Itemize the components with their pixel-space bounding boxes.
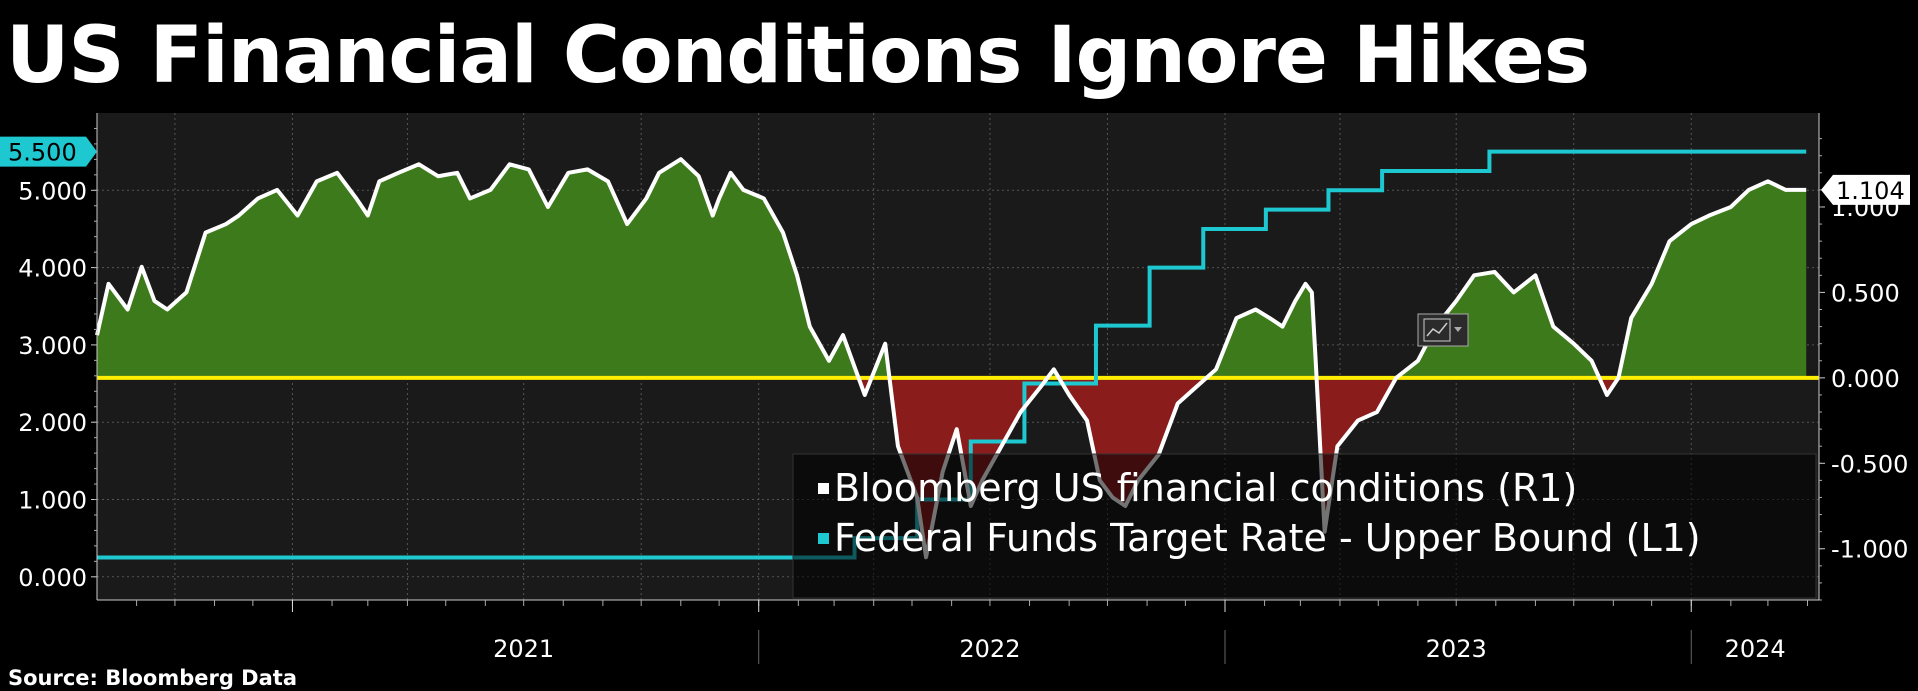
fci-negative-area — [97, 377, 1807, 558]
chevron-down-icon — [1454, 327, 1462, 332]
line-chart-icon — [1423, 318, 1451, 342]
x-axis-year-label: 2022 — [959, 635, 1020, 663]
fci-positive-area — [97, 159, 1807, 378]
fci-line — [95, 157, 1807, 560]
axes: 0.000 1.000 2.000 3.000 4.000 5.000 -1.000 -0.5… — [0, 113, 1910, 601]
right-axis-tick-label: -0.500 — [1831, 450, 1908, 478]
fed-funds-last-value-flag — [0, 136, 97, 167]
right-axis-tick-label: 0.000 — [1831, 365, 1900, 393]
x-axis-year-label: 2024 — [1725, 635, 1786, 663]
legend-entry: Bloomberg US financial conditions (R1) — [834, 466, 1577, 510]
left-axis-tick-label: 5.000 — [18, 177, 87, 205]
chart-title: US Financial Conditions Ignore Hikes — [6, 11, 1590, 101]
source-note: Source: Bloomberg Data — [8, 666, 297, 690]
legend-box — [792, 453, 1817, 599]
right-axis-tick-label: -1.000 — [1831, 536, 1908, 564]
fci-area-fill — [97, 159, 1807, 558]
right-axis-tick-label: 0.500 — [1831, 279, 1900, 307]
x-axis-year-label: 2023 — [1426, 635, 1487, 663]
chart-type-button[interactable] — [1417, 313, 1469, 347]
legend-swatch — [818, 483, 829, 494]
legend: Bloomberg US financial conditions (R1) Fe… — [792, 453, 1817, 599]
left-axis-tick-label: 1.000 — [18, 487, 87, 515]
x-axis-year-label: 2021 — [493, 635, 554, 663]
fci-last-value-label: 1.104 — [1836, 177, 1905, 205]
line-chart-icon-stroke — [1426, 322, 1448, 337]
fed-funds-last-value-label: 5.500 — [8, 139, 77, 167]
fci-last-value-flag — [1821, 174, 1910, 205]
x-axis: 2021 2022 2023 2024 — [97, 599, 1819, 664]
legend-swatch — [818, 533, 829, 544]
left-axis-tick-label: 0.000 — [18, 564, 87, 592]
left-axis-tick-label: 4.000 — [18, 255, 87, 283]
left-axis-tick-label: 2.000 — [18, 409, 87, 437]
left-axis-tick-label: 3.000 — [18, 332, 87, 360]
legend-entry: Federal Funds Target Rate - Upper Bound … — [834, 516, 1701, 560]
